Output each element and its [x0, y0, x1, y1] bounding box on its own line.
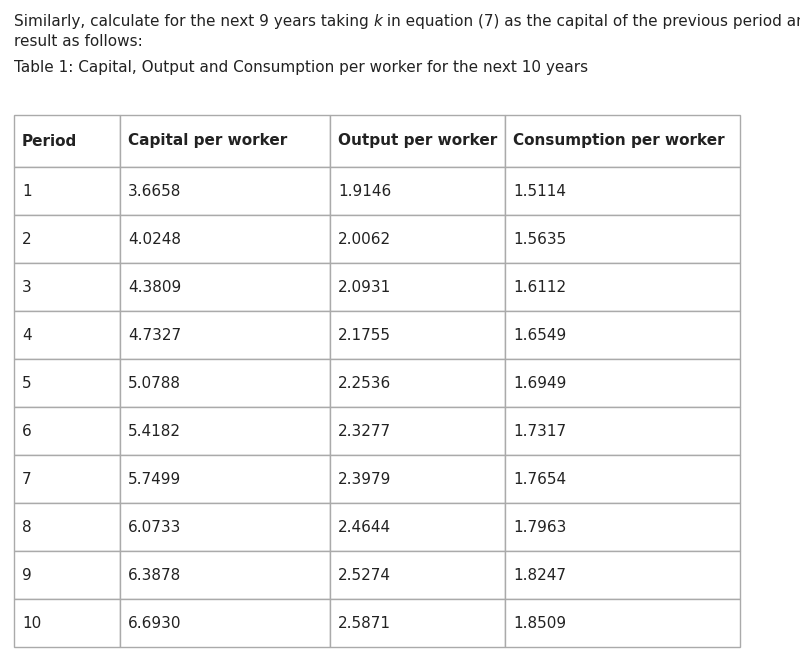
Text: 2.3979: 2.3979: [338, 471, 391, 486]
Bar: [14, 359, 120, 407]
Text: 1.7317: 1.7317: [513, 424, 566, 438]
Bar: [14, 215, 120, 263]
Bar: [505, 599, 740, 647]
Bar: [14, 167, 120, 215]
Text: 1.5114: 1.5114: [513, 184, 566, 198]
Text: result as follows:: result as follows:: [14, 34, 142, 49]
Bar: [505, 167, 740, 215]
Bar: [505, 115, 740, 167]
Bar: [330, 263, 505, 311]
Bar: [14, 407, 120, 455]
Bar: [330, 599, 505, 647]
Text: 5.7499: 5.7499: [128, 471, 182, 486]
Text: Consumption per worker: Consumption per worker: [513, 134, 725, 149]
Bar: [14, 311, 120, 359]
Bar: [120, 455, 330, 503]
Text: 2.2536: 2.2536: [338, 375, 391, 391]
Text: 1.6112: 1.6112: [513, 280, 566, 295]
Bar: [120, 263, 330, 311]
Bar: [120, 599, 330, 647]
Bar: [120, 167, 330, 215]
Bar: [505, 551, 740, 599]
Bar: [505, 503, 740, 551]
Text: 7: 7: [22, 471, 32, 486]
Text: 3.6658: 3.6658: [128, 184, 182, 198]
Text: 4.3809: 4.3809: [128, 280, 182, 295]
Text: 2.3277: 2.3277: [338, 424, 391, 438]
Text: Output per worker: Output per worker: [338, 134, 498, 149]
Text: 1: 1: [22, 184, 32, 198]
Text: 5.0788: 5.0788: [128, 375, 181, 391]
Text: 1.7654: 1.7654: [513, 471, 566, 486]
Bar: [330, 407, 505, 455]
Bar: [505, 263, 740, 311]
Text: 6: 6: [22, 424, 32, 438]
Text: in equation (7) as the capital of the previous period and tabulate the: in equation (7) as the capital of the pr…: [382, 14, 800, 29]
Bar: [330, 115, 505, 167]
Text: Similarly, calculate for the next 9 years taking: Similarly, calculate for the next 9 year…: [14, 14, 374, 29]
Text: 6.3878: 6.3878: [128, 568, 182, 582]
Bar: [330, 167, 505, 215]
Bar: [330, 215, 505, 263]
Bar: [330, 311, 505, 359]
Text: 1.8509: 1.8509: [513, 615, 566, 631]
Bar: [330, 551, 505, 599]
Bar: [120, 407, 330, 455]
Text: 2.0062: 2.0062: [338, 231, 391, 247]
Bar: [120, 359, 330, 407]
Bar: [120, 551, 330, 599]
Text: 2: 2: [22, 231, 32, 247]
Bar: [14, 455, 120, 503]
Text: 9: 9: [22, 568, 32, 582]
Text: 5.4182: 5.4182: [128, 424, 181, 438]
Bar: [120, 311, 330, 359]
Text: 2.0931: 2.0931: [338, 280, 391, 295]
Text: 6.6930: 6.6930: [128, 615, 182, 631]
Text: 2.1755: 2.1755: [338, 327, 391, 342]
Text: 4.7327: 4.7327: [128, 327, 181, 342]
Text: Table 1: Capital, Output and Consumption per worker for the next 10 years: Table 1: Capital, Output and Consumption…: [14, 60, 588, 75]
Bar: [505, 311, 740, 359]
Text: 1.7963: 1.7963: [513, 520, 566, 535]
Bar: [330, 359, 505, 407]
Bar: [120, 503, 330, 551]
Bar: [14, 263, 120, 311]
Text: 1.5635: 1.5635: [513, 231, 566, 247]
Bar: [330, 503, 505, 551]
Bar: [14, 503, 120, 551]
Text: 1.6549: 1.6549: [513, 327, 566, 342]
Text: 8: 8: [22, 520, 32, 535]
Text: Capital per worker: Capital per worker: [128, 134, 287, 149]
Text: 4: 4: [22, 327, 32, 342]
Bar: [14, 115, 120, 167]
Bar: [120, 215, 330, 263]
Text: 2.4644: 2.4644: [338, 520, 391, 535]
Bar: [505, 407, 740, 455]
Bar: [505, 359, 740, 407]
Bar: [14, 551, 120, 599]
Bar: [120, 115, 330, 167]
Bar: [330, 455, 505, 503]
Text: 6.0733: 6.0733: [128, 520, 182, 535]
Text: 10: 10: [22, 615, 42, 631]
Bar: [505, 455, 740, 503]
Text: 1.6949: 1.6949: [513, 375, 566, 391]
Text: 4.0248: 4.0248: [128, 231, 181, 247]
Bar: [505, 215, 740, 263]
Text: 2.5871: 2.5871: [338, 615, 391, 631]
Text: k: k: [374, 14, 382, 29]
Text: 3: 3: [22, 280, 32, 295]
Text: 1.8247: 1.8247: [513, 568, 566, 582]
Bar: [14, 599, 120, 647]
Text: 2.5274: 2.5274: [338, 568, 391, 582]
Text: 5: 5: [22, 375, 32, 391]
Text: Period: Period: [22, 134, 78, 149]
Text: 1.9146: 1.9146: [338, 184, 391, 198]
